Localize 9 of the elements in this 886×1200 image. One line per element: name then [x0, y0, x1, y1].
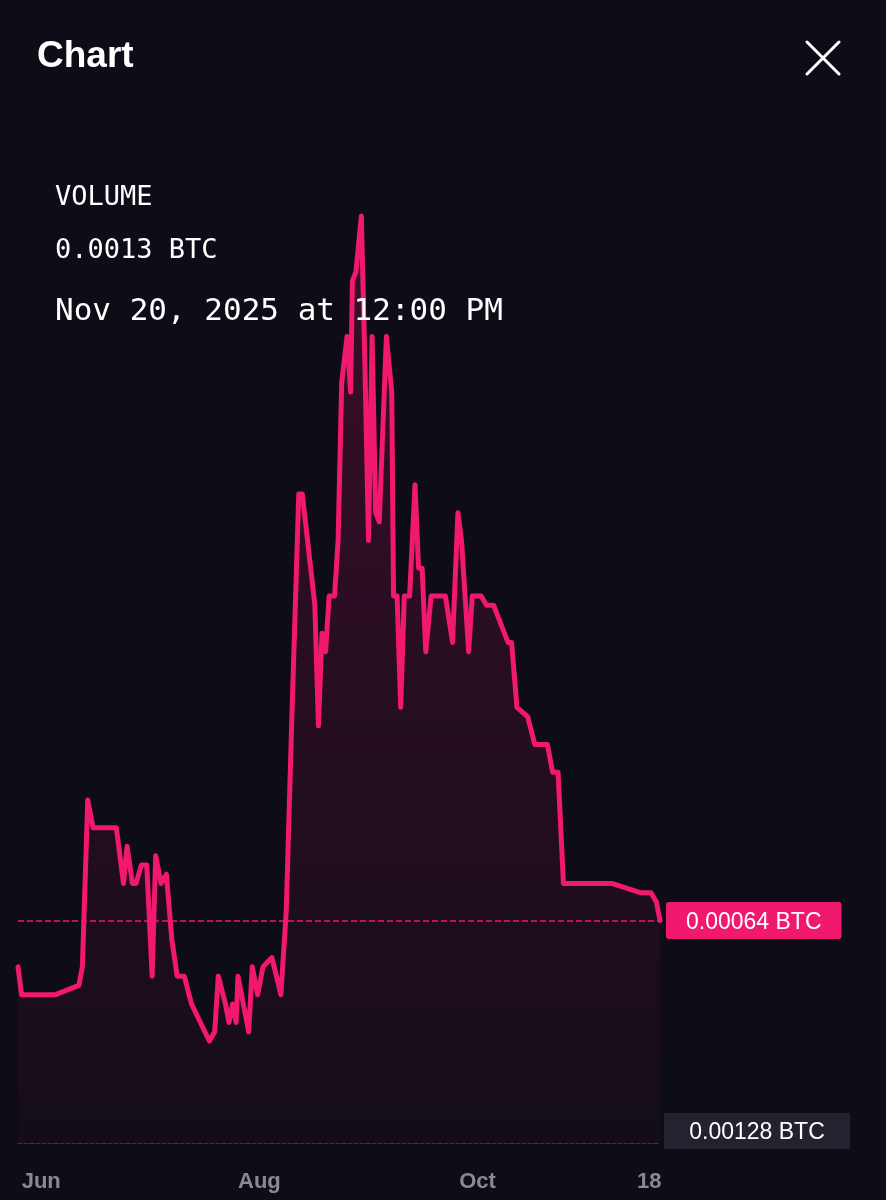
- x-tick-label: Oct: [459, 1167, 497, 1193]
- x-tick-label: Jun: [21, 1167, 61, 1193]
- text: 0.00128 BTC: [664, 1113, 850, 1149]
- x-tick-label: Aug: [238, 1167, 281, 1193]
- text: VOLUME: [55, 180, 153, 211]
- annotation: 0.0013 BTC: [55, 233, 218, 264]
- chart-title: Chart: [37, 34, 134, 76]
- ref-line-label: 0.00064 BTC: [686, 907, 822, 934]
- x-tick-label: 18: [637, 1167, 662, 1193]
